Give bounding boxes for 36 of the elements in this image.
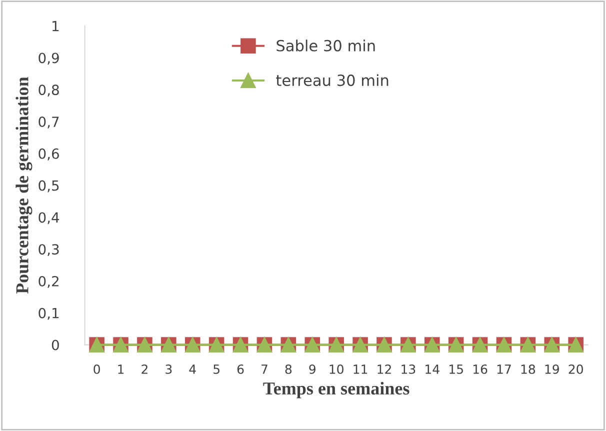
y-tick-label: 1	[52, 21, 59, 32]
y-tick-label: 0,8	[38, 84, 59, 97]
y-tick-label: 0,9	[38, 52, 59, 65]
x-tick-label: 17	[497, 364, 511, 374]
x-tick-label: 19	[545, 364, 559, 374]
y-tick-label: 0,1	[38, 308, 59, 320]
y-tick-label: 0,2	[38, 276, 58, 288]
x-tick-label: 13	[402, 364, 416, 374]
x-tick-label: 15	[450, 364, 463, 374]
x-tick-label: 20	[568, 364, 583, 374]
y-tick-label: 0,7	[38, 116, 59, 128]
x-tick-label: 9	[309, 364, 316, 374]
y-tick-label: 0,4	[38, 212, 60, 224]
y-tick-label: 0,3	[38, 244, 59, 256]
x-tick-label: 7	[262, 364, 268, 374]
x-tick-label: 0	[94, 364, 100, 374]
x-tick-label: 1	[118, 364, 124, 374]
x-axis-title: Temps en semaines	[263, 382, 410, 398]
x-tick-label: 16	[473, 364, 488, 374]
x-tick-label: 18	[521, 364, 536, 374]
x-tick-label: 11	[354, 364, 368, 374]
x-tick-label: 5	[214, 364, 220, 374]
x-tick-label: 12	[378, 364, 391, 374]
x-tick-label: 3	[166, 364, 172, 374]
x-tick-label: 8	[285, 364, 292, 374]
y-tick-label: 0,5	[38, 180, 59, 192]
y-tick-label: 0,6	[38, 148, 59, 160]
x-tick-label: 14	[426, 364, 440, 374]
x-tick-label: 10	[330, 364, 344, 374]
x-tick-label: 2	[142, 364, 148, 374]
x-tick-label: 6	[237, 364, 244, 374]
legend-label: terreau 30 min	[276, 74, 388, 86]
x-tick-label: 4	[189, 364, 196, 374]
y-axis-title: Pourcentage de germination	[16, 76, 32, 294]
legend-label: Sable 30 min	[276, 40, 375, 52]
y-tick-label: 0	[52, 340, 59, 350]
